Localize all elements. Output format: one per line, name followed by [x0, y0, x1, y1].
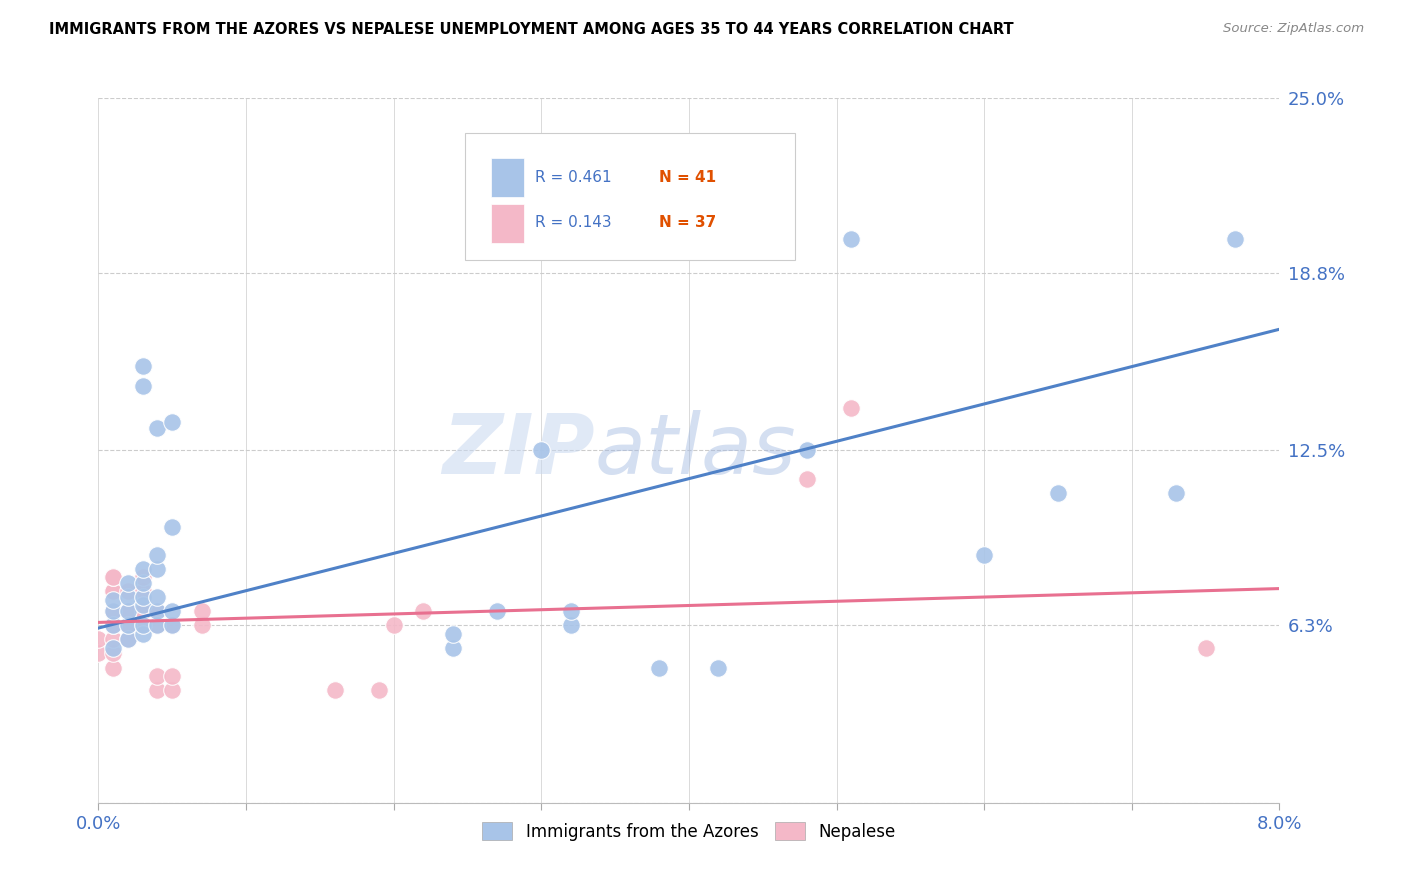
Point	[1225, 232, 1247, 246]
Point	[441, 626, 464, 640]
Point	[841, 232, 863, 246]
Point	[146, 548, 169, 562]
Point	[162, 618, 183, 632]
Point	[103, 570, 125, 584]
Point	[648, 660, 671, 674]
Text: atlas: atlas	[595, 410, 796, 491]
Point	[103, 632, 125, 647]
Point	[117, 632, 139, 647]
Text: IMMIGRANTS FROM THE AZORES VS NEPALESE UNEMPLOYMENT AMONG AGES 35 TO 44 YEARS CO: IMMIGRANTS FROM THE AZORES VS NEPALESE U…	[49, 22, 1014, 37]
Point	[1195, 640, 1218, 655]
Point	[146, 604, 169, 618]
Point	[132, 576, 155, 591]
Point	[707, 660, 730, 674]
Point	[117, 590, 139, 604]
Point	[530, 443, 553, 458]
Point	[382, 618, 405, 632]
Point	[412, 604, 434, 618]
Point	[103, 592, 125, 607]
Point	[146, 683, 169, 698]
Point	[162, 683, 183, 698]
Point	[132, 378, 155, 392]
Text: N = 37: N = 37	[659, 215, 717, 230]
Point	[146, 618, 169, 632]
FancyBboxPatch shape	[464, 134, 796, 260]
Text: R = 0.461: R = 0.461	[536, 169, 612, 185]
Point	[146, 562, 169, 576]
Point	[146, 604, 169, 618]
Point	[117, 618, 139, 632]
Point	[441, 640, 464, 655]
Point	[486, 604, 509, 618]
Point	[191, 618, 214, 632]
Point	[103, 640, 125, 655]
Point	[560, 604, 582, 618]
FancyBboxPatch shape	[491, 204, 523, 243]
Point	[162, 415, 183, 429]
Point	[162, 618, 183, 632]
Point	[117, 604, 139, 618]
Point	[132, 618, 155, 632]
Text: R = 0.143: R = 0.143	[536, 215, 612, 230]
Point	[191, 604, 214, 618]
Legend: Immigrants from the Azores, Nepalese: Immigrants from the Azores, Nepalese	[475, 816, 903, 847]
Point	[132, 590, 155, 604]
Text: N = 41: N = 41	[659, 169, 717, 185]
Point	[368, 683, 391, 698]
Point	[103, 618, 125, 632]
Point	[132, 604, 155, 618]
Point	[103, 660, 125, 674]
Point	[146, 669, 169, 683]
Point	[132, 599, 155, 613]
Point	[796, 443, 818, 458]
Point	[117, 618, 139, 632]
Point	[973, 548, 995, 562]
Point	[132, 626, 155, 640]
Point	[103, 604, 125, 618]
Point	[132, 584, 155, 599]
Point	[103, 618, 125, 632]
Point	[87, 647, 110, 661]
Point	[103, 604, 125, 618]
Point	[132, 359, 155, 373]
Point	[146, 618, 169, 632]
Point	[117, 632, 139, 647]
Point	[1046, 485, 1070, 500]
Point	[103, 570, 125, 584]
Point	[117, 618, 139, 632]
Point	[162, 604, 183, 618]
Point	[117, 576, 139, 591]
Point	[162, 669, 183, 683]
Point	[796, 472, 818, 486]
Point	[103, 584, 125, 599]
Point	[132, 604, 155, 618]
Point	[117, 604, 139, 618]
Point	[103, 584, 125, 599]
Point	[323, 683, 346, 698]
Point	[132, 562, 155, 576]
Text: Source: ZipAtlas.com: Source: ZipAtlas.com	[1223, 22, 1364, 36]
Point	[103, 647, 125, 661]
Point	[132, 570, 155, 584]
Point	[87, 632, 110, 647]
Point	[841, 401, 863, 416]
Point	[146, 421, 169, 435]
Point	[560, 618, 582, 632]
Point	[162, 519, 183, 533]
Point	[146, 590, 169, 604]
Point	[132, 618, 155, 632]
Text: ZIP: ZIP	[441, 410, 595, 491]
Point	[1166, 485, 1188, 500]
FancyBboxPatch shape	[491, 158, 523, 197]
Point	[117, 584, 139, 599]
